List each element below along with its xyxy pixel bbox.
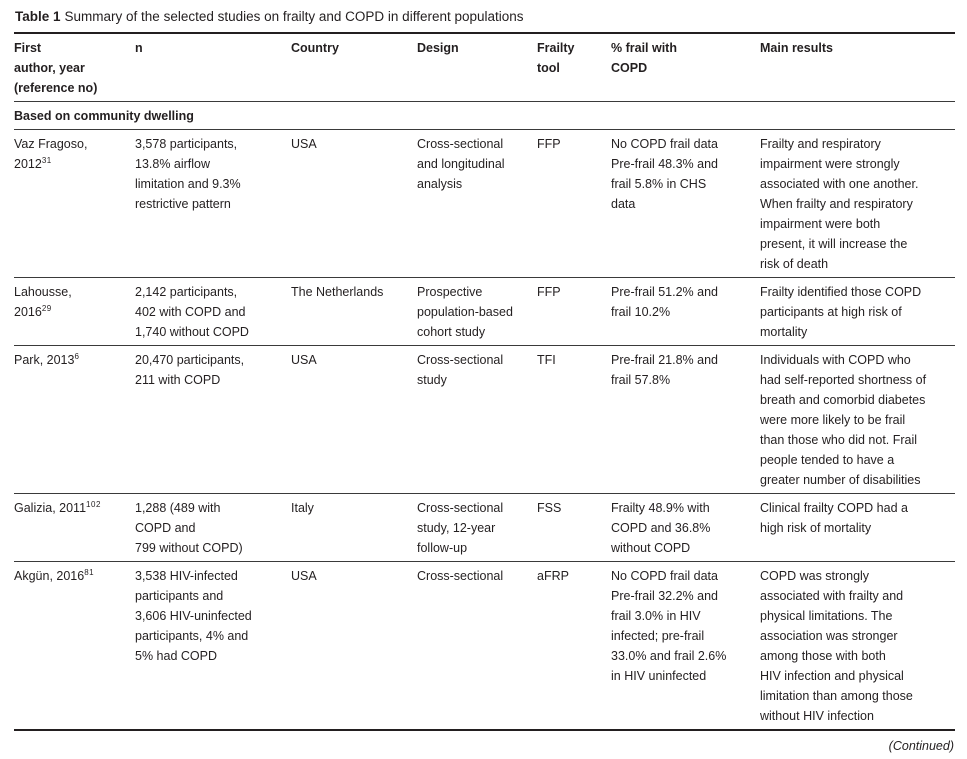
table-title: Table 1 Summary of the selected studies o… [14, 0, 955, 32]
frailty-tool-cell: FFP [537, 285, 561, 299]
table-row-park: Park, 20136 20,470 participants, 211 wit… [14, 346, 955, 494]
author-name: Vaz Fragoso, 2012 [14, 137, 88, 171]
author-cell: Akgün, 201681 [14, 562, 135, 729]
reference-number: 31 [41, 155, 52, 165]
country-cell: The Netherlands [291, 285, 384, 299]
design-cell: Cross-sectional study [417, 353, 504, 387]
header-row: First author, year (reference no) n Coun… [14, 34, 955, 102]
table-number-label: Table 1 [15, 9, 61, 24]
frail-pct-cell: Frailty 48.9% with COPD and 36.8% withou… [611, 501, 711, 555]
frailty-tool-cell: FFP [537, 137, 561, 151]
frailty-tool-cell: TFI [537, 353, 556, 367]
main-results-cell: COPD was strongly associated with frailt… [760, 569, 913, 723]
n-cell: 3,538 HIV-infected participants and 3,60… [135, 569, 252, 663]
col-header-design: Design [417, 41, 459, 55]
table-row-lahousse: Lahousse, 201629 2,142 participants, 402… [14, 278, 955, 346]
table-row-akgun: Akgün, 201681 3,538 HIV-infected partici… [14, 562, 955, 729]
design-cell: Cross-sectional study, 12-year follow-up [417, 501, 504, 555]
frailty-tool-cell: FSS [537, 501, 562, 515]
frail-pct-cell: No COPD frail data Pre-frail 48.3% and f… [611, 137, 719, 211]
author-cell: Galizia, 2011102 [14, 494, 135, 561]
studies-table: First author, year (reference no) n Coun… [14, 32, 955, 731]
design-cell: Prospective population-based cohort stud… [417, 285, 513, 339]
frail-pct-cell: No COPD frail data Pre-frail 32.2% and f… [611, 569, 727, 683]
table-caption: Summary of the selected studies on frail… [64, 9, 524, 24]
reference-number: 6 [74, 351, 80, 361]
author-name: Park, 2013 [14, 353, 75, 367]
author-cell: Lahousse, 201629 [14, 278, 135, 345]
main-results-cell: Frailty identified those COPD participan… [760, 285, 922, 339]
design-cell: Cross-sectional and longitudinal analysi… [417, 137, 505, 191]
frail-pct-cell: Pre-frail 51.2% and frail 10.2% [611, 285, 719, 319]
n-cell: 20,470 participants, 211 with COPD [135, 353, 245, 387]
main-results-cell: Individuals with COPD who had self-repor… [760, 353, 927, 487]
author-name: Lahousse, 2016 [14, 285, 72, 319]
reference-number: 102 [86, 499, 101, 509]
n-cell: 2,142 participants, 402 with COPD and 1,… [135, 285, 249, 339]
main-results-cell: Clinical frailty COPD had a high risk of… [760, 501, 908, 535]
main-results-cell: Frailty and respiratory impairment were … [760, 137, 919, 271]
table-row-galizia: Galizia, 2011102 1,288 (489 with COPD an… [14, 494, 955, 562]
country-cell: USA [291, 569, 317, 583]
design-cell: Cross-sectional [417, 569, 504, 583]
col-header-frailty-tool: Frailty tool [537, 41, 575, 75]
table-row-vaz-fragoso: Vaz Fragoso, 201231 3,578 participants, … [14, 130, 955, 278]
col-header-frail-pct: % frail with COPD [611, 41, 677, 75]
author-cell: Vaz Fragoso, 201231 [14, 130, 135, 277]
col-header-first-author: First author, year (reference no) [14, 41, 98, 95]
reference-number: 81 [84, 567, 95, 577]
author-name: Galizia, 2011 [14, 501, 87, 515]
author-cell: Park, 20136 [14, 346, 135, 493]
author-name: Akgün, 2016 [14, 569, 85, 583]
country-cell: Italy [291, 501, 314, 515]
n-cell: 1,288 (489 with COPD and 799 without COP… [135, 501, 243, 555]
continued-note: (Continued) [888, 739, 954, 753]
country-cell: USA [291, 137, 317, 151]
n-cell: 3,578 participants, 13.8% airflow limita… [135, 137, 241, 211]
country-cell: USA [291, 353, 317, 367]
reference-number: 29 [41, 303, 52, 313]
section-header-community-dwelling: Based on community dwelling [14, 102, 955, 130]
frailty-tool-cell: aFRP [537, 569, 569, 583]
col-header-n: n [135, 41, 143, 55]
col-header-country: Country [291, 41, 339, 55]
col-header-main-results: Main results [760, 41, 833, 55]
frail-pct-cell: Pre-frail 21.8% and frail 57.8% [611, 353, 719, 387]
